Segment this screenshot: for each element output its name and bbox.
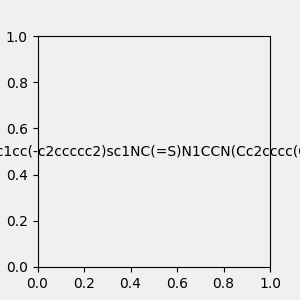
Text: COC(=O)c1cc(-c2ccccc2)sc1NC(=S)N1CCN(Cc2cccc(OC)c2)CC1: COC(=O)c1cc(-c2ccccc2)sc1NC(=S)N1CCN(Cc2… [0, 145, 300, 158]
